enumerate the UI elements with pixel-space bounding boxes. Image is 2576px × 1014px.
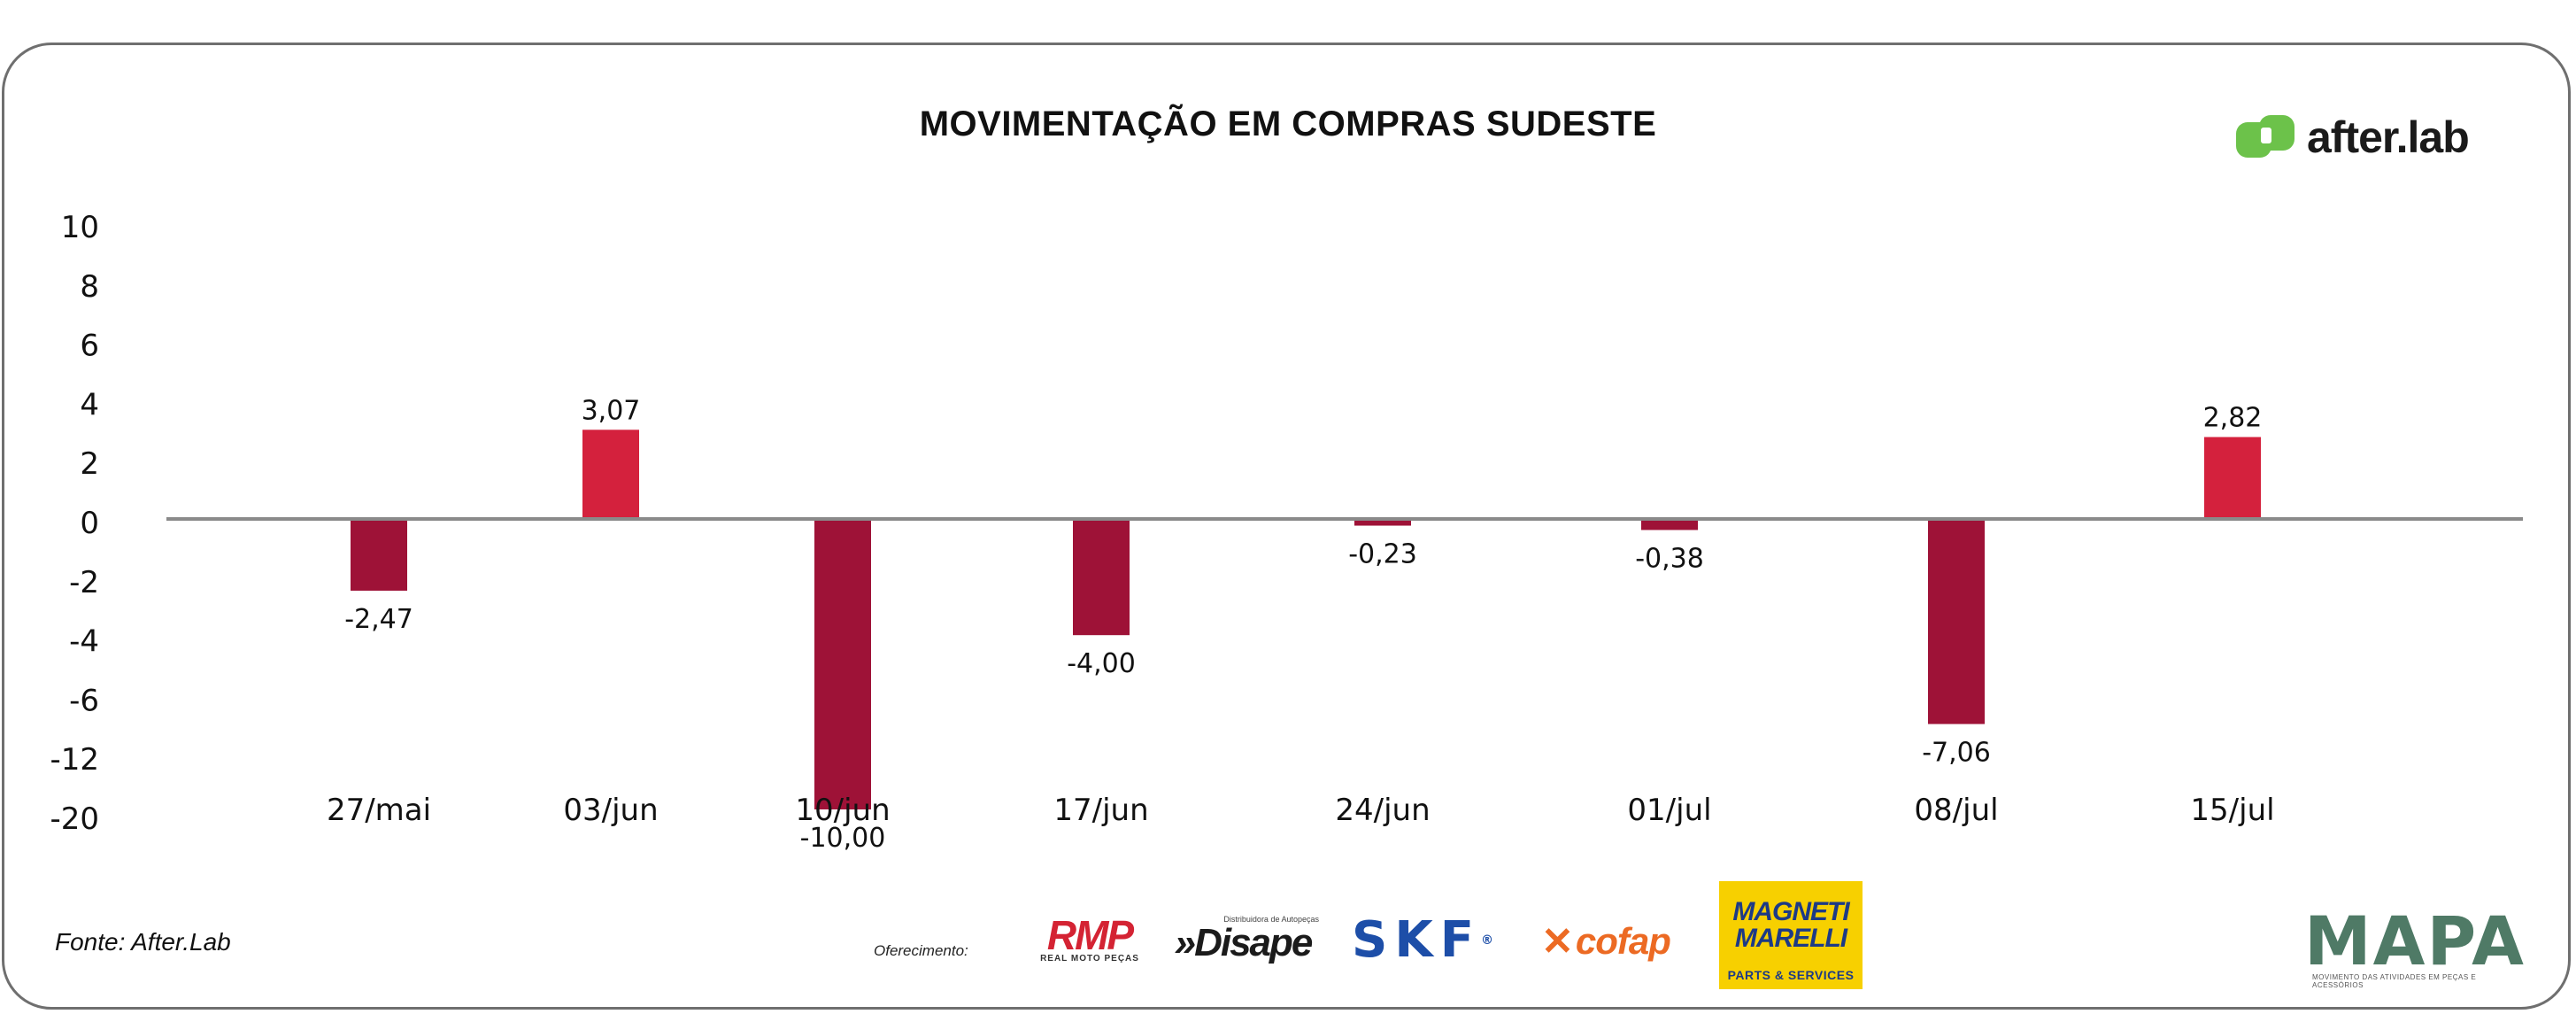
data-label: 2,82 [2203,403,2263,434]
source-note: Fonte: After.Lab [55,928,231,956]
disape-logo-text: »Disape [1174,921,1314,964]
y-tick-label: -20 [50,801,99,837]
y-tick-label: -4 [69,624,99,660]
y-tick-label: 8 [80,269,99,305]
cofap-logo-text: cofap [1575,920,1671,962]
chart-frame [2,43,2571,1010]
bar [1928,519,1985,724]
after-lab-wordmark: after.lab [2307,112,2470,162]
y-tick-label: 6 [80,329,99,364]
x-tick-label: 24/jun [1335,793,1430,828]
after-lab-mark-icon [2236,115,2294,158]
data-label: -0,23 [1348,539,1417,570]
skf-logo: SKF® [1338,916,1507,965]
x-tick-label: 15/jul [2190,793,2274,828]
bar [1641,519,1698,530]
magneti-marelli-logo: MAGNETI MARELLI PARTS & SERVICES [1719,881,1863,989]
y-tick-label: -6 [69,683,99,718]
x-tick-label: 10/jun [795,793,890,828]
mapa-logo-text: MAPA [2304,902,2526,980]
bar [814,519,871,809]
cofap-mark-icon: ✕ [1541,919,1574,964]
mapa-logo: MAPA MOVIMENTO DAS ATIVIDADES EM PEÇAS E… [2304,908,2524,990]
disape-tagline: Distribuidora de Autopeças [1223,915,1319,924]
x-tick-label: 27/mai [327,793,431,828]
data-label: -2,47 [344,604,413,635]
x-tick-label: 08/jul [1914,793,1998,828]
x-tick-label: 17/jun [1053,793,1148,828]
y-tick-label: -2 [69,565,99,600]
after-lab-logo: after.lab [2234,112,2470,163]
rmp-logo-text: RMP [1046,911,1134,958]
x-tick-label: 03/jun [563,793,658,828]
rmp-tagline: REAL MOTO PEÇAS [1040,953,1139,964]
rmp-logo: RMP REAL MOTO PEÇAS [1030,914,1149,965]
y-tick-label: -12 [50,742,99,778]
data-label: -10,00 [800,823,886,854]
cofap-logo: ✕ cofap [1523,917,1689,965]
bar [582,430,639,519]
skf-logo-text: SKF® [1352,911,1493,969]
y-tick-label: 0 [80,506,99,541]
parts-services-line: PARTS & SERVICES [1727,968,1855,982]
data-label: -7,06 [1922,738,1991,769]
chart-title: MOVIMENTAÇÃO EM COMPRAS SUDESTE [919,104,1657,143]
bar [1354,519,1411,526]
bar [351,519,407,592]
x-tick-label: 01/jul [1627,793,1711,828]
sponsor-label: Oferecimento: [874,942,968,959]
bar [1073,519,1130,636]
disape-logo: Distribuidora de Autopeças »Disape [1167,912,1319,965]
data-label: -4,00 [1067,648,1136,679]
y-tick-label: 4 [80,387,99,422]
mapa-tagline: MOVIMENTO DAS ATIVIDADES EM PEÇAS E ACES… [2312,973,2477,989]
bar [2204,437,2261,519]
data-label: -0,38 [1635,543,1704,574]
data-label: 3,07 [582,395,641,426]
marelli-line: MARELLI [1734,924,1847,953]
magneti-line: MAGNETI [1732,897,1849,926]
y-tick-label: 10 [61,210,99,245]
y-tick-label: 2 [80,446,99,482]
